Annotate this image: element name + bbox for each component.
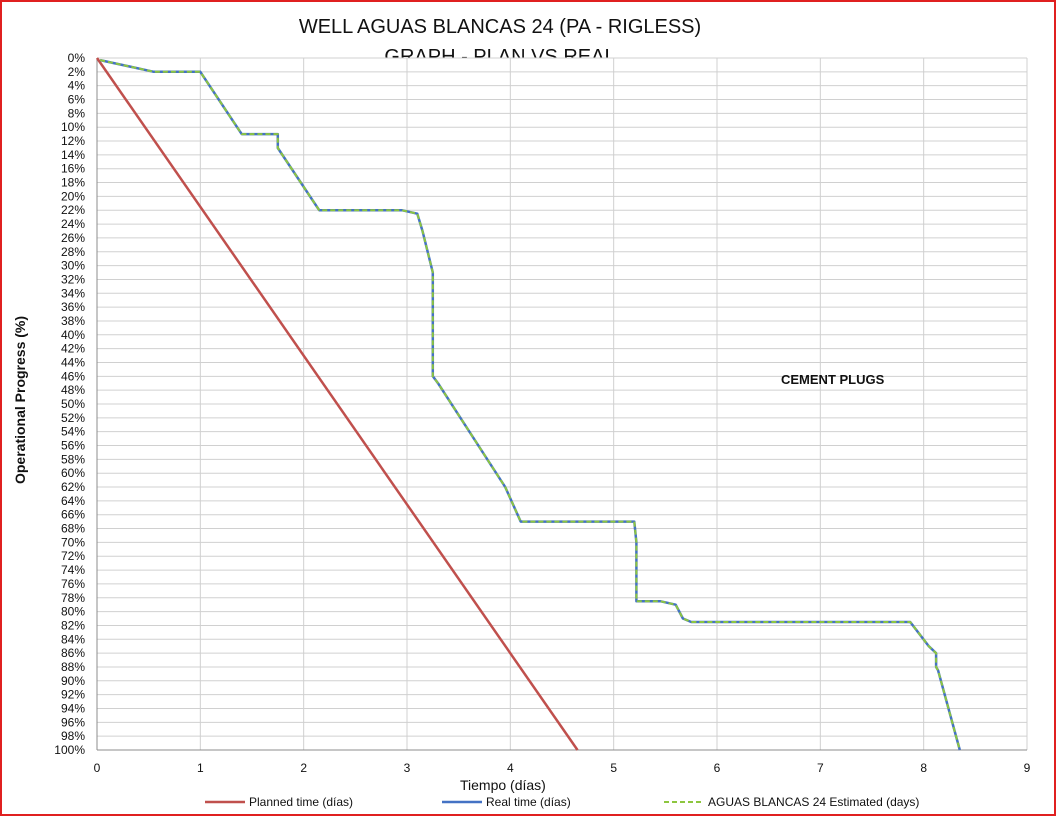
y-tick-label: 36% (61, 300, 85, 314)
y-tick-label: 12% (61, 134, 85, 148)
y-tick-label: 6% (68, 93, 86, 107)
y-tick-label: 14% (61, 148, 85, 162)
legend-label-planned: Planned time (días) (249, 795, 354, 809)
y-tick-label: 56% (61, 439, 85, 453)
y-tick-label: 90% (61, 674, 85, 688)
y-tick-label: 50% (61, 397, 85, 411)
legend-swatch-estimated (664, 801, 704, 803)
y-tick-label: 40% (61, 328, 85, 342)
chart-title: WELL AGUAS BLANCAS 24 (PA - RIGLESS) (298, 16, 702, 38)
y-tick-label: 82% (61, 618, 85, 632)
x-tick-label: 4 (507, 761, 514, 775)
y-tick-label: 30% (61, 259, 85, 273)
x-tick-label: 1 (197, 761, 204, 775)
y-tick-label: 34% (61, 286, 85, 300)
x-tick-label: 7 (817, 761, 824, 775)
y-tick-label: 100% (54, 743, 85, 757)
x-tick-label: 0 (94, 761, 101, 775)
y-tick-label: 60% (61, 466, 85, 480)
y-tick-label: 32% (61, 272, 85, 286)
legend-swatch-real (442, 800, 482, 804)
y-tick-label: 94% (61, 701, 85, 715)
y-tick-label: 46% (61, 369, 85, 383)
y-tick-label: 54% (61, 425, 85, 439)
y-tick-label: 68% (61, 522, 85, 536)
y-tick-label: 74% (61, 563, 85, 577)
y-tick-label: 52% (61, 411, 85, 425)
y-tick-label: 26% (61, 231, 85, 245)
x-tick-label: 9 (1024, 761, 1031, 775)
y-tick-label: 62% (61, 480, 85, 494)
y-tick-label: 80% (61, 605, 85, 619)
legend-item-real: Real time (días) (442, 795, 571, 809)
y-tick-label: 88% (61, 660, 85, 674)
legend-item-planned: Planned time (días) (205, 795, 353, 809)
y-tick-label: 70% (61, 535, 85, 549)
legend-label-estimated: AGUAS BLANCAS 24 Estimated (days) (708, 795, 920, 809)
x-tick-label: 8 (920, 761, 927, 775)
y-tick-label: 10% (61, 120, 85, 134)
y-tick-label: 0% (68, 51, 86, 65)
y-tick-label: 72% (61, 549, 85, 563)
x-tick-label: 3 (404, 761, 411, 775)
legend: Planned time (días) Real time (días) AGU… (0, 795, 1052, 813)
legend-item-estimated: AGUAS BLANCAS 24 Estimated (days) (664, 795, 919, 809)
y-tick-label: 8% (68, 106, 86, 120)
y-tick-label: 42% (61, 342, 85, 356)
y-tick-label: 28% (61, 245, 85, 259)
y-axis-label: Operational Progress (%) (12, 315, 28, 485)
legend-label-real: Real time (días) (486, 795, 571, 809)
y-tick-label: 92% (61, 688, 85, 702)
y-tick-label: 98% (61, 729, 85, 743)
y-tick-label: 24% (61, 217, 85, 231)
y-tick-label: 64% (61, 494, 85, 508)
annotation-cement-plugs: CEMENT PLUGS (781, 372, 885, 387)
y-tick-label: 16% (61, 162, 85, 176)
x-tick-label: 5 (610, 761, 617, 775)
y-tick-label: 76% (61, 577, 85, 591)
y-tick-label: 18% (61, 176, 85, 190)
series-line-2 (99, 59, 961, 751)
y-tick-label: 84% (61, 632, 85, 646)
y-tick-label: 66% (61, 508, 85, 522)
y-tick-label: 4% (68, 79, 86, 93)
series-line-0 (95, 57, 579, 751)
y-tick-label: 48% (61, 383, 85, 397)
y-tick-label: 78% (61, 591, 85, 605)
y-tick-label: 44% (61, 355, 85, 369)
y-tick-label: 2% (68, 65, 86, 79)
y-tick-label: 22% (61, 203, 85, 217)
y-tick-label: 20% (61, 189, 85, 203)
x-axis-label: Tiempo (días) (460, 777, 546, 793)
x-tick-label: 2 (300, 761, 307, 775)
y-tick-label: 58% (61, 452, 85, 466)
x-tick-label: 6 (714, 761, 721, 775)
legend-swatch-planned (205, 800, 245, 804)
y-tick-label: 96% (61, 715, 85, 729)
y-tick-label: 86% (61, 646, 85, 660)
y-tick-label: 38% (61, 314, 85, 328)
